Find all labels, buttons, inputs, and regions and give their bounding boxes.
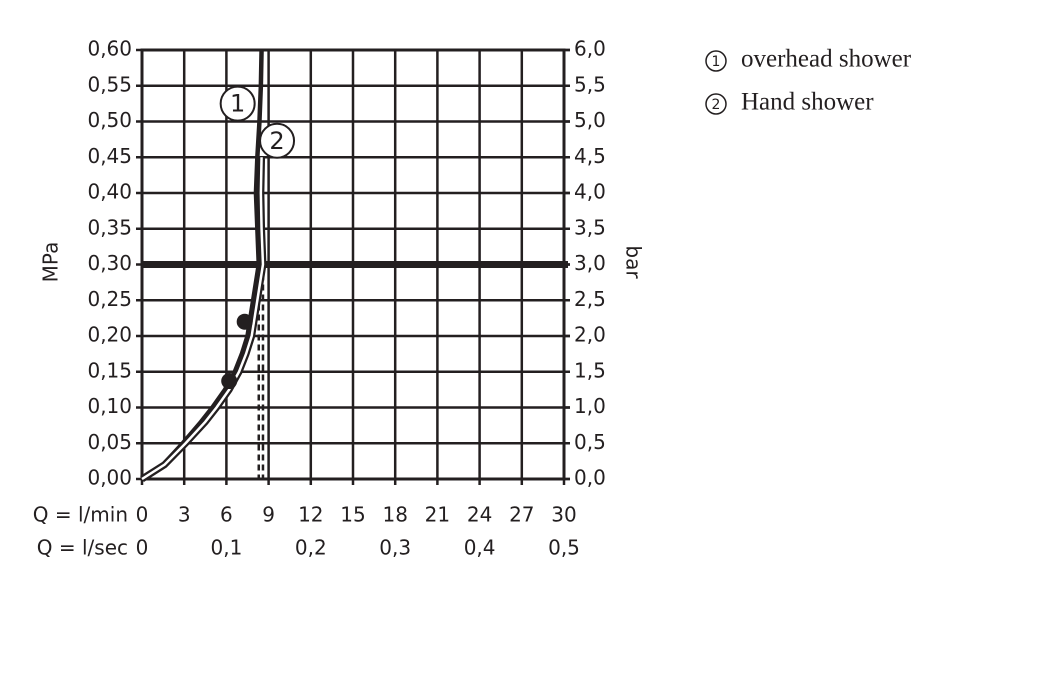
y2-tick-label: 1,5 [574,358,606,382]
y2-tick-label: 4,5 [574,144,606,168]
x-tick-label: 27 [509,503,534,527]
y2-tick-label: 4,0 [574,180,606,204]
point-marker [221,373,238,390]
y-tick-label: 0,25 [87,287,132,311]
annotation-label: 1 [230,90,245,118]
legend-symbol [705,50,727,72]
point-marker [236,313,253,330]
y2-tick-label: 0,0 [574,466,606,490]
y2-tick-label: 5,5 [574,72,606,96]
y-tick-label: 0,45 [87,144,132,168]
x-tick-label: 18 [382,503,407,527]
x-tick-label: 12 [298,503,323,527]
annotation-label: 2 [269,127,284,155]
x2-tick-label: 0,5 [548,536,580,560]
x-tick-label: 24 [467,503,492,527]
y2-tick-label: 0,5 [574,430,606,454]
y-tick-label: 0,50 [87,108,132,132]
y-tick-label: 0,10 [87,394,132,418]
y2-tick-label: 1,0 [574,394,606,418]
x2-axis-label: Q = l/sec [37,536,128,560]
y2-tick-label: 3,0 [574,251,606,275]
legend-symbol-label: 1 [712,54,721,70]
y-tick-label: 0,60 [87,37,132,61]
y-tick-label: 0,55 [87,72,132,96]
y2-axis-label: bar [622,245,646,279]
x-tick-label: 6 [220,503,233,527]
x-tick-label: 15 [340,503,365,527]
x-tick-label: 0 [136,503,149,527]
y-tick-label: 0,00 [87,466,132,490]
y-tick-label: 0,30 [87,251,132,275]
legend-label: Hand shower [741,89,874,116]
x2-tick-label: 0,1 [210,536,242,560]
y2-tick-label: 6,0 [574,37,606,61]
annotation-circle [259,122,296,159]
y2-tick-label: 2,0 [574,323,606,347]
y-tick-label: 0,20 [87,323,132,347]
x-tick-label: 21 [425,503,450,527]
legend-symbol [705,93,727,115]
x2-tick-label: 0,3 [379,536,411,560]
series-line-inner [141,157,265,481]
y-tick-label: 0,05 [87,430,132,454]
x-tick-label: 9 [262,503,275,527]
y2-tick-label: 3,5 [574,215,606,239]
y-tick-label: 0,35 [87,215,132,239]
x2-tick-label: 0,2 [295,536,327,560]
y-tick-label: 0,40 [87,180,132,204]
legend-symbol-label: 2 [712,97,721,113]
x2-tick-label: 0,4 [464,536,496,560]
x-axis-label: Q = l/min [33,503,128,527]
x-tick-label: 3 [178,503,191,527]
y-tick-label: 0,15 [87,358,132,382]
y2-tick-label: 5,0 [574,108,606,132]
x2-tick-label: 0 [136,536,149,560]
y-axis-label: MPa [39,242,63,283]
annotation-circle [219,85,256,122]
x-tick-label: 30 [551,503,576,527]
y2-tick-label: 2,5 [574,287,606,311]
legend-label: overhead shower [741,46,912,73]
